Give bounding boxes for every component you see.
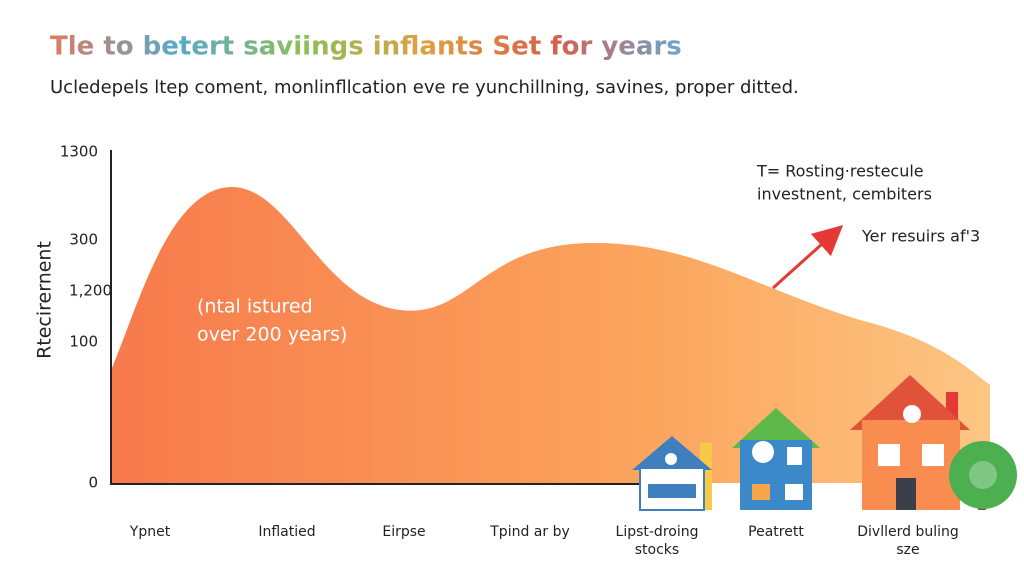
annotation: investnent, cembiters: [757, 185, 932, 204]
x-label: Tpind ar by: [489, 524, 570, 540]
y-tick-label: 1300: [60, 143, 98, 161]
money-tree: [949, 441, 1017, 510]
area: [112, 186, 990, 483]
annotation: (ntal istured: [197, 296, 313, 318]
house-large: [850, 375, 970, 510]
house-small: [632, 436, 712, 511]
annotation: T= Rosting·restecule: [756, 162, 924, 181]
x-label: Peatrett: [748, 524, 804, 540]
x-label: stocks: [635, 542, 679, 558]
annotation: over 200 years): [197, 324, 347, 346]
subtitle: Ucledepels ltep coment, monlinfllcation …: [50, 77, 799, 98]
y-tick-label: 100: [69, 333, 98, 351]
x-label: Lipst-droing: [616, 524, 699, 540]
y-tick-label: 0: [88, 474, 98, 492]
arrow-label: Yer resuirs af'3: [861, 227, 980, 246]
y-axis-title: Rtecirernent: [34, 241, 56, 359]
house-mid: [732, 408, 820, 510]
title: Tle to betert saviings inflants Set for …: [50, 32, 682, 62]
y-tick-label: 300: [69, 231, 98, 249]
x-label: Inflatied: [258, 524, 315, 540]
x-label: Divllerd buling: [857, 524, 959, 540]
x-label: Ypnet: [129, 524, 171, 540]
x-label: sze: [896, 542, 919, 558]
x-label: Eirpse: [382, 524, 425, 540]
arrow: [771, 224, 844, 290]
y-tick-label: 1,200: [69, 282, 112, 300]
